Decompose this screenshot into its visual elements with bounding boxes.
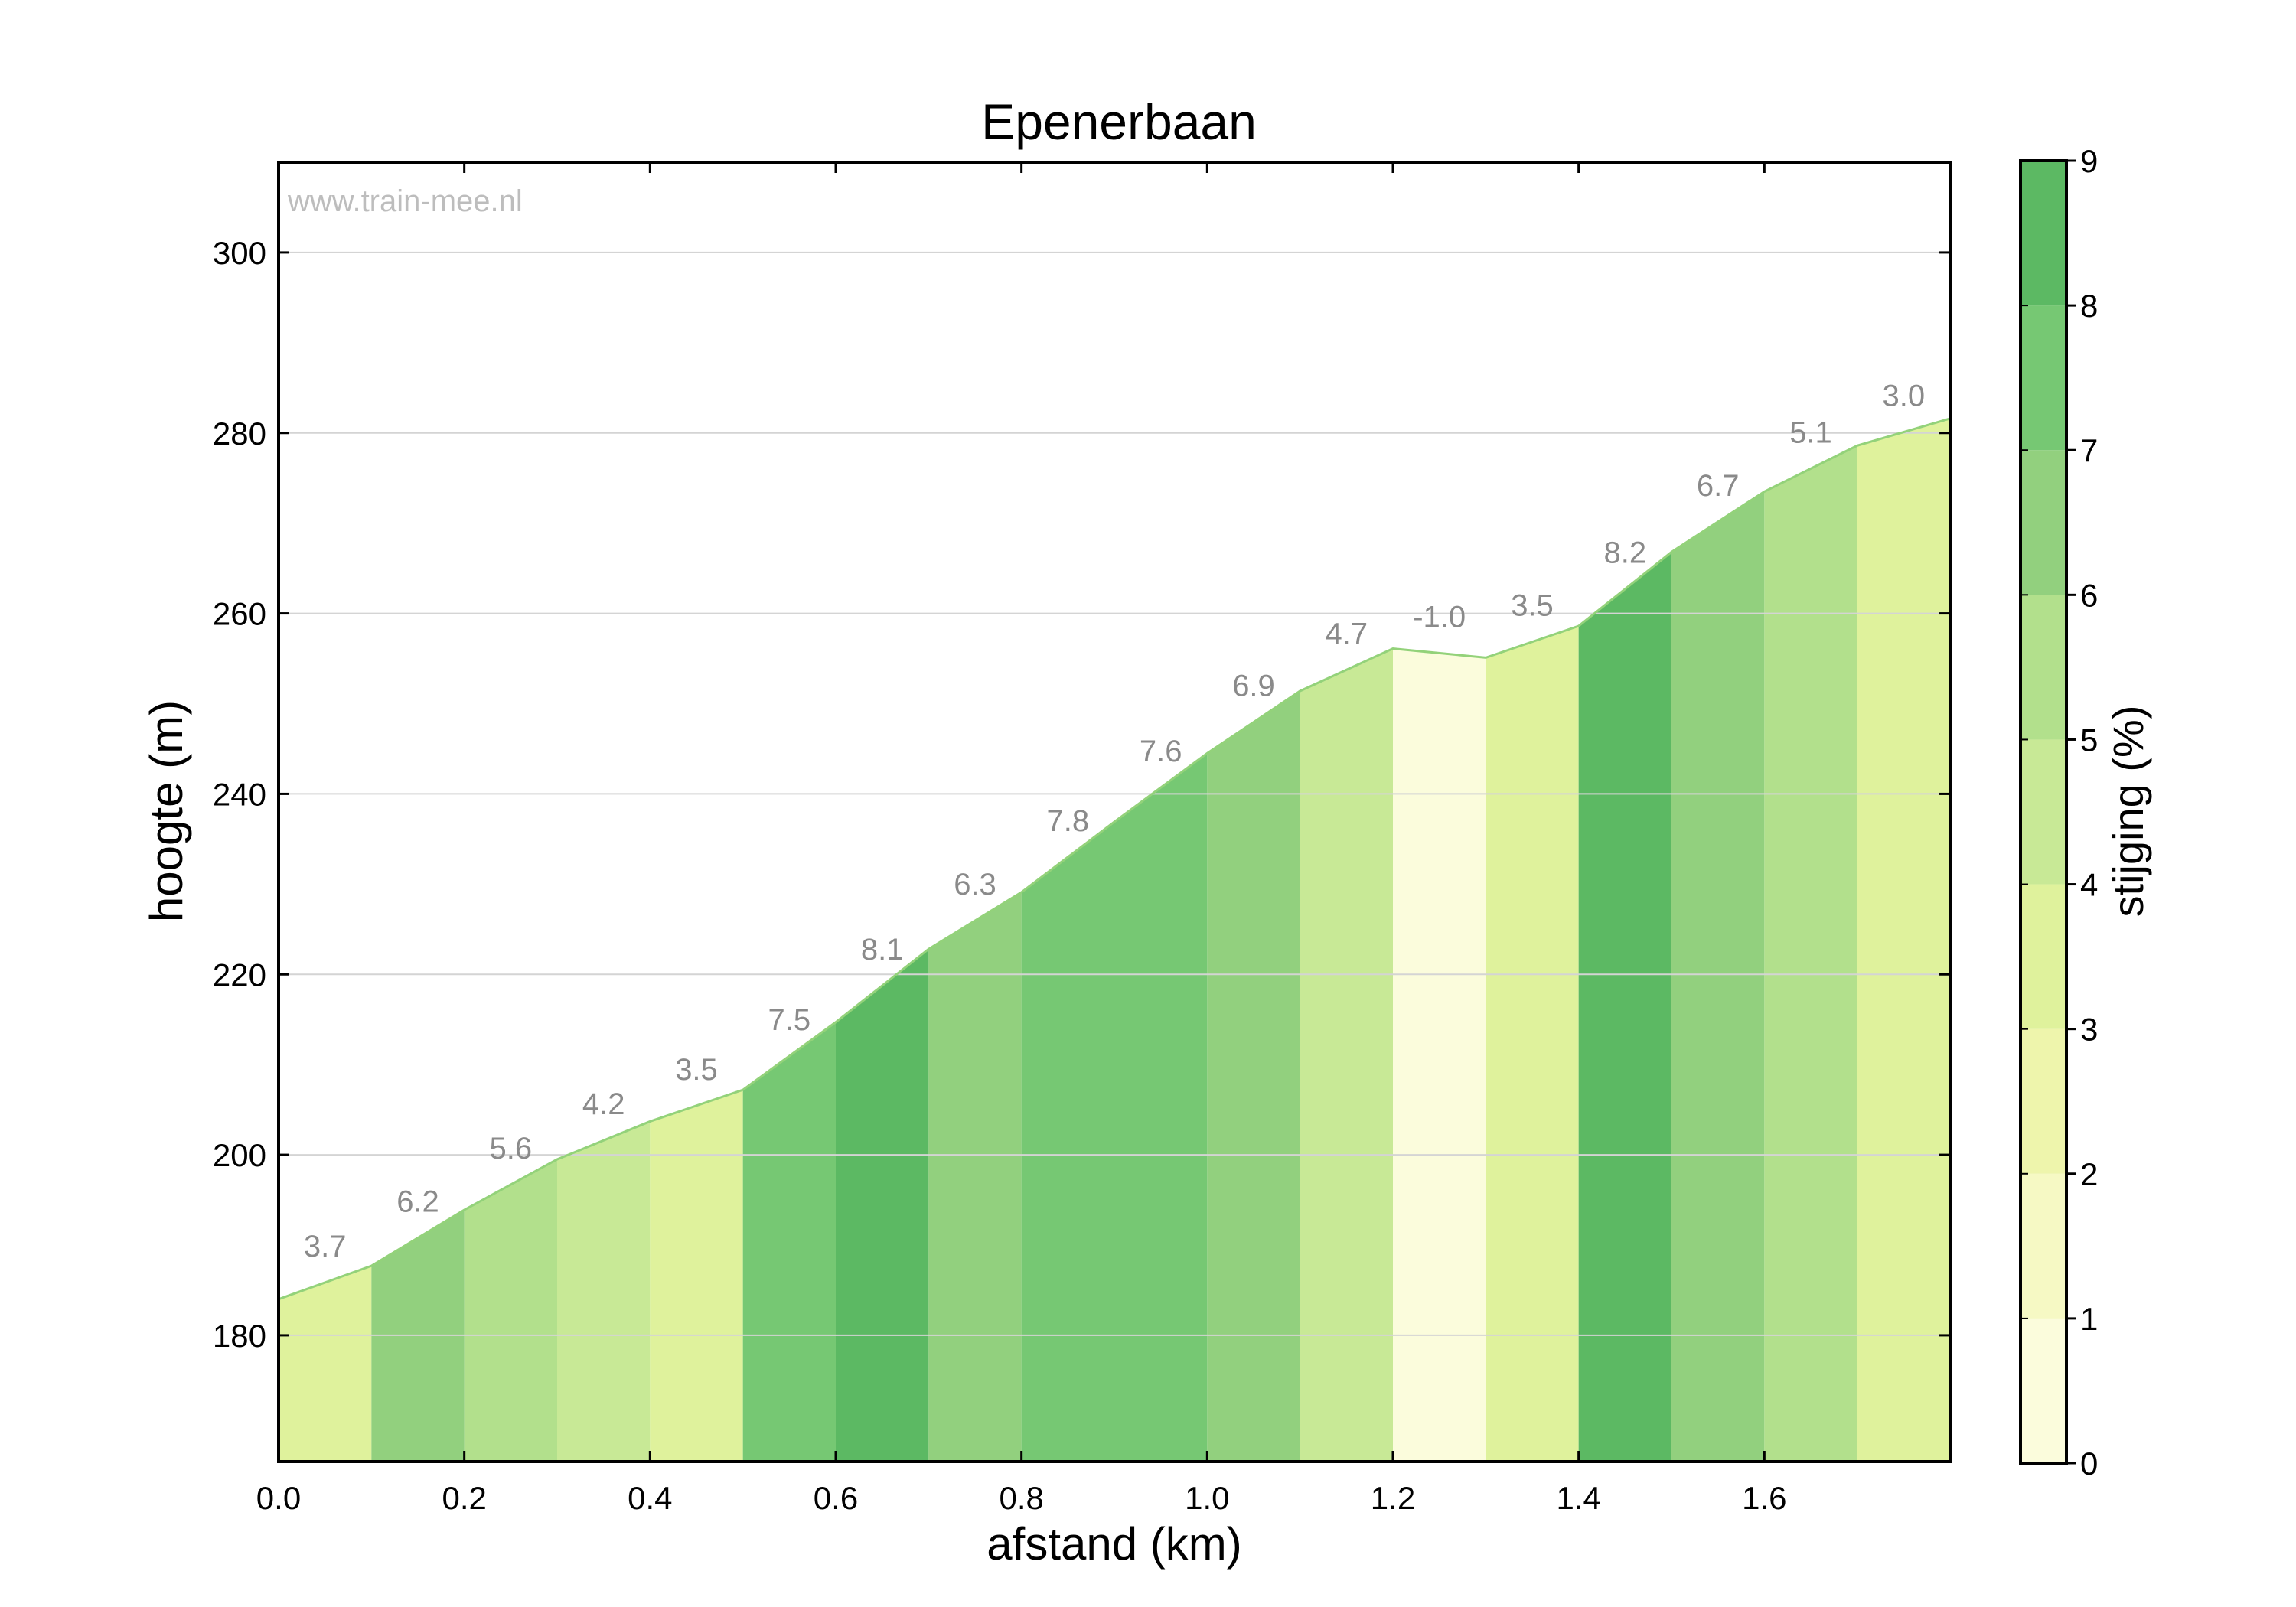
gridlines bbox=[279, 251, 1950, 1336]
gradient-label: 7.8 bbox=[1047, 804, 1090, 838]
y-tick-label: 220 bbox=[213, 957, 266, 993]
y-tick-label: 180 bbox=[213, 1318, 266, 1354]
gradient-label: 3.5 bbox=[1511, 589, 1554, 623]
colorbar-band bbox=[2020, 1173, 2066, 1319]
gradient-label: 7.5 bbox=[768, 1003, 811, 1037]
colorbar-band bbox=[2020, 884, 2066, 1029]
gradient-label: 3.5 bbox=[675, 1053, 718, 1087]
colorbar-band bbox=[2020, 450, 2066, 595]
elevation-area bbox=[279, 418, 1950, 1462]
segment-area bbox=[1021, 821, 1114, 1462]
segment-area bbox=[1764, 445, 1857, 1462]
colorbar-tick-label: 5 bbox=[2080, 722, 2098, 758]
colorbar-band bbox=[2020, 1028, 2066, 1174]
colorbar-tick-label: 8 bbox=[2080, 288, 2098, 324]
colorbar-ticks: 0 1 2 3 4 5 6 7 8 9 bbox=[2020, 143, 2098, 1482]
x-tick-label: 1.2 bbox=[1371, 1480, 1415, 1516]
x-tick-label: 0.0 bbox=[256, 1480, 301, 1516]
gradient-label: -1.0 bbox=[1413, 600, 1466, 634]
gradient-label: 4.2 bbox=[582, 1087, 625, 1121]
colorbar bbox=[2020, 161, 2066, 1463]
y-axis-label: hoogte (m) bbox=[141, 700, 192, 922]
colorbar-tick-label: 4 bbox=[2080, 867, 2098, 903]
y-tick-label: 280 bbox=[213, 416, 266, 451]
segment-area bbox=[279, 1266, 372, 1462]
gradient-label: 6.3 bbox=[954, 868, 996, 901]
gradient-label: 5.6 bbox=[490, 1132, 533, 1165]
y-tick-label: 240 bbox=[213, 776, 266, 812]
chart-title: Epenerbaan bbox=[981, 93, 1257, 150]
segment-area bbox=[1393, 648, 1486, 1462]
segment-area bbox=[557, 1121, 651, 1462]
gradient-label: 4.7 bbox=[1326, 617, 1368, 650]
segment-area bbox=[1207, 690, 1300, 1462]
x-axis-ticks: 0.0 0.2 0.4 0.6 0.8 1.0 1.2 1.4 1.6 bbox=[256, 162, 1787, 1516]
segment-area bbox=[650, 1090, 743, 1462]
gradient-label: 8.2 bbox=[1604, 536, 1647, 570]
gradient-label: 3.7 bbox=[304, 1230, 347, 1263]
segment-area bbox=[1300, 648, 1393, 1462]
gradient-label: 5.1 bbox=[1789, 416, 1832, 449]
x-tick-label: 0.2 bbox=[442, 1480, 486, 1516]
x-axis-label: afstand (km) bbox=[987, 1518, 1241, 1570]
gradient-label: 7.6 bbox=[1140, 735, 1182, 768]
colorbar-band bbox=[2020, 739, 2066, 885]
segment-area bbox=[1578, 552, 1671, 1462]
colorbar-band bbox=[2020, 1318, 2066, 1463]
colorbar-tick-label: 2 bbox=[2080, 1156, 2098, 1192]
elevation-line bbox=[278, 417, 1951, 1301]
colorbar-tick-label: 3 bbox=[2080, 1012, 2098, 1048]
colorbar-band bbox=[2020, 305, 2066, 451]
y-tick-label: 260 bbox=[213, 596, 266, 632]
y-tick-label: 200 bbox=[213, 1137, 266, 1173]
x-tick-label: 1.4 bbox=[1556, 1480, 1600, 1516]
x-tick-label: 0.6 bbox=[814, 1480, 858, 1516]
colorbar-band bbox=[2020, 595, 2066, 740]
segment-area bbox=[928, 892, 1022, 1462]
segment-area bbox=[1857, 418, 1950, 1462]
colorbar-frame bbox=[2019, 159, 2068, 1465]
segment-area bbox=[836, 949, 929, 1462]
x-tick-label: 1.6 bbox=[1742, 1480, 1786, 1516]
gradient-labels: 3.7 6.2 5.6 4.2 3.5 7.5 8.1 6.3 7.8 7.6 6.9 4.7 -1.0… bbox=[304, 380, 1925, 1263]
segment-area bbox=[1486, 626, 1579, 1462]
colorbar-band bbox=[2020, 161, 2066, 306]
x-tick-label: 1.0 bbox=[1185, 1480, 1229, 1516]
colorbar-tick-label: 7 bbox=[2080, 432, 2098, 468]
x-tick-label: 0.4 bbox=[628, 1480, 672, 1516]
plot-frame bbox=[277, 161, 1952, 1463]
gradient-label: 6.2 bbox=[396, 1185, 439, 1219]
y-tick-label: 300 bbox=[213, 235, 266, 271]
segment-area bbox=[1114, 753, 1208, 1462]
segment-area bbox=[1671, 491, 1765, 1462]
segment-area bbox=[742, 1022, 836, 1462]
gradient-label: 8.1 bbox=[861, 933, 904, 966]
colorbar-label: stijging (%) bbox=[2104, 706, 2152, 918]
colorbar-tick-label: 1 bbox=[2080, 1301, 2098, 1337]
colorbar-tick-label: 6 bbox=[2080, 577, 2098, 613]
gradient-label: 6.9 bbox=[1232, 670, 1275, 703]
gradient-label: 3.0 bbox=[1883, 380, 1926, 413]
x-tick-label: 0.8 bbox=[999, 1480, 1043, 1516]
colorbar-tick-label: 0 bbox=[2080, 1446, 2098, 1482]
y-axis-ticks: 180 200 220 240 260 280 300 bbox=[213, 235, 1950, 1354]
gradient-label: 6.7 bbox=[1697, 469, 1740, 503]
segment-area bbox=[464, 1159, 557, 1462]
watermark: www.train-mee.nl bbox=[287, 184, 523, 218]
colorbar-tick-label: 9 bbox=[2080, 143, 2098, 179]
